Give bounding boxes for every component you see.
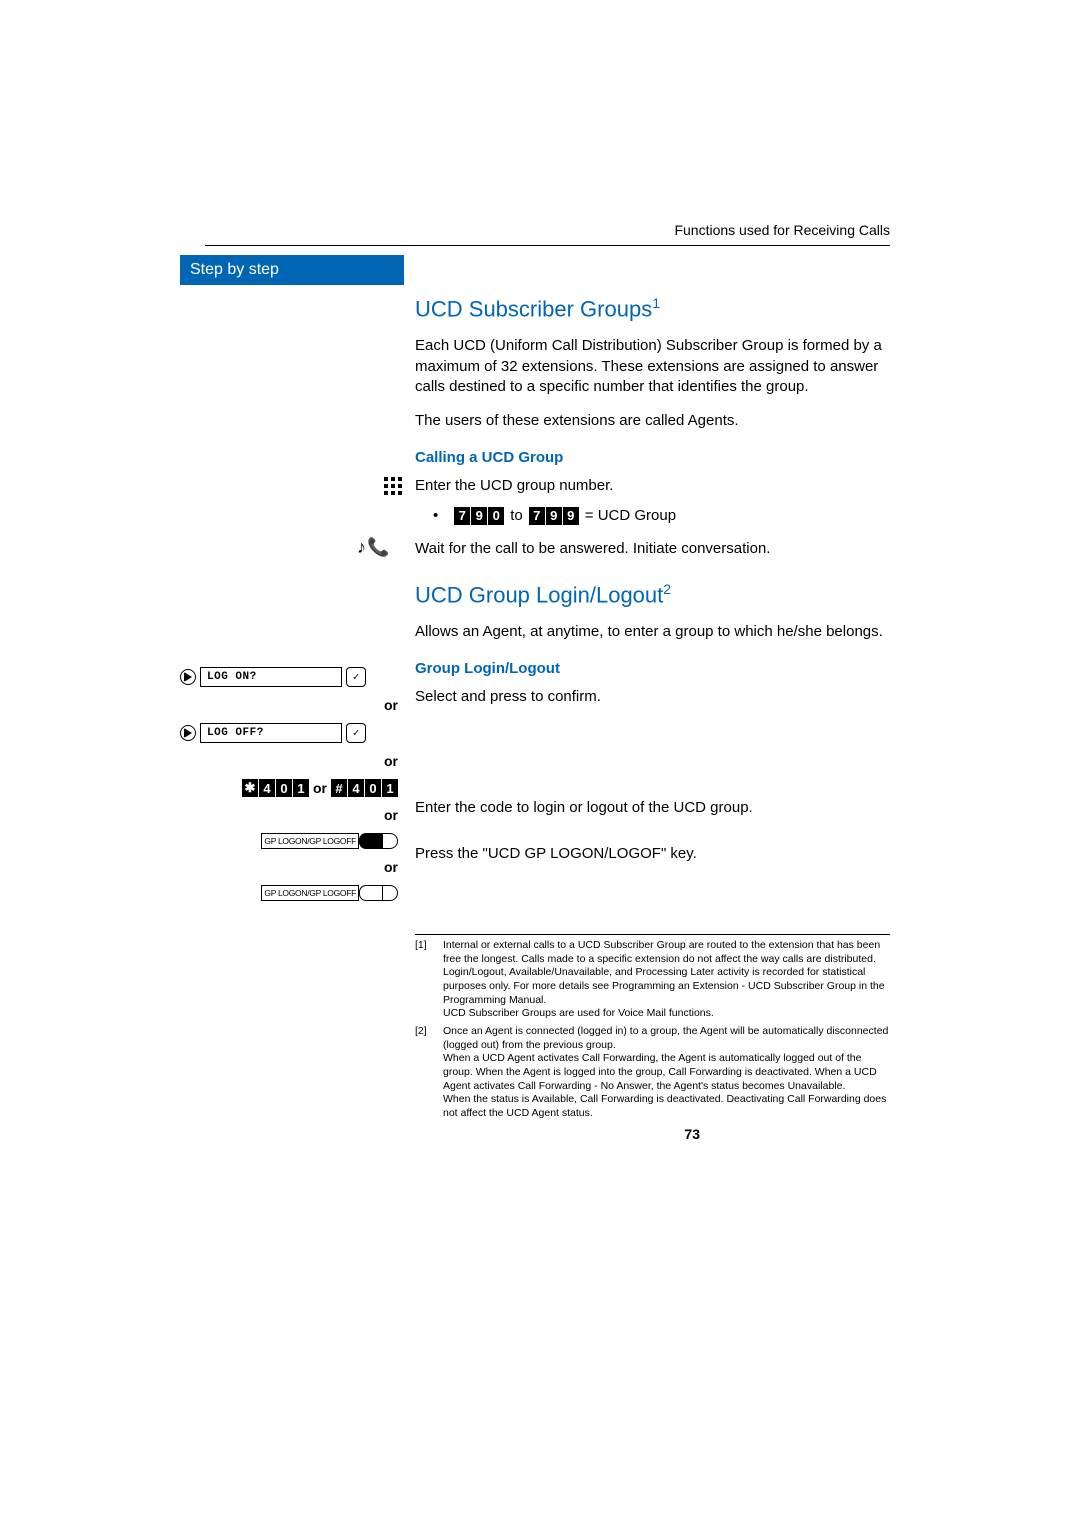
- or-label-2: or: [180, 753, 404, 769]
- running-header: Functions used for Receiving Calls: [674, 222, 890, 238]
- footnotes: [1] Internal or external calls to a UCD …: [415, 934, 890, 1120]
- heading-login-logout: UCD Group Login/Logout2: [415, 581, 890, 608]
- led-on-icon: [359, 833, 383, 849]
- para-agents: The users of these extensions are called…: [415, 411, 890, 431]
- footnote-2: [2] Once an Agent is connected (logged i…: [415, 1025, 890, 1120]
- key-label: GP LOGON/GP LOGOFF: [261, 885, 359, 901]
- range-to: 7 9 9: [529, 507, 579, 525]
- range-to-label: to: [510, 507, 523, 524]
- document-page: Functions used for Receiving Calls Step …: [0, 0, 1080, 220]
- ucd-range-line: 7 9 0 to 7 9 9 = UCD Group: [433, 507, 890, 525]
- display-text-log-off: LOG OFF?: [200, 723, 342, 743]
- play-icon: [180, 669, 196, 685]
- check-icon: ✓: [346, 667, 366, 687]
- range-eq: = UCD Group: [585, 507, 676, 524]
- or-label-4: or: [180, 859, 404, 875]
- footnote-1: [1] Internal or external calls to a UCD …: [415, 939, 890, 1021]
- led-off-icon: [359, 885, 383, 901]
- play-icon: [180, 725, 196, 741]
- display-log-off: LOG OFF? ✓: [180, 723, 404, 743]
- para-intro: Each UCD (Uniform Call Distribution) Sub…: [415, 336, 890, 397]
- subheading-calling: Calling a UCD Group: [415, 449, 890, 466]
- text-enter-number: Enter the UCD group number.: [415, 476, 613, 496]
- check-icon: ✓: [346, 723, 366, 743]
- display-text-log-on: LOG ON?: [200, 667, 342, 687]
- code-star: ✱ 4 0 1: [242, 779, 309, 797]
- text-wait: Wait for the call to be answered. Initia…: [415, 539, 770, 559]
- text-select-confirm: Select and press to confirm.: [415, 687, 890, 707]
- key-label: GP LOGON/GP LOGOFF: [261, 833, 359, 849]
- heading-ucd-groups: UCD Subscriber Groups1: [415, 295, 890, 322]
- or-label-1: or: [180, 697, 404, 713]
- row-enter-number: Enter the UCD group number.: [415, 476, 890, 496]
- handset-icon: 📞: [367, 537, 389, 558]
- page-number: 73: [684, 1126, 700, 1142]
- code-hash: # 4 0 1: [331, 779, 398, 797]
- programmable-key-on: GP LOGON/GP LOGOFF: [180, 833, 404, 849]
- para-login-desc: Allows an Agent, at anytime, to enter a …: [415, 622, 890, 642]
- tone-handset-icon: ♪ 📞: [357, 537, 389, 558]
- display-log-on: LOG ON? ✓: [180, 667, 404, 687]
- subheading-login-logout: Group Login/Logout: [415, 660, 890, 677]
- row-wait-answer: ♪ 📞 Wait for the call to be answered. In…: [415, 539, 890, 559]
- dial-code-row: ✱ 4 0 1 or # 4 0 1: [180, 779, 404, 797]
- key-button-icon: [383, 885, 398, 901]
- keypad-icon: [383, 476, 403, 501]
- main-content: UCD Subscriber Groups1 Each UCD (Uniform…: [415, 255, 890, 1124]
- range-from: 7 9 0: [454, 507, 504, 525]
- key-button-icon: [383, 833, 398, 849]
- header-rule: [205, 245, 890, 246]
- text-press-key: Press the "UCD GP LOGON/LOGOF" key.: [415, 844, 890, 864]
- step-sidebar: Step by step LOG ON? ✓ or LOG OFF? ✓ or …: [180, 255, 404, 901]
- programmable-key-off: GP LOGON/GP LOGOFF: [180, 885, 404, 901]
- text-enter-code: Enter the code to login or logout of the…: [415, 798, 890, 818]
- code-or: or: [313, 780, 327, 796]
- music-note-icon: ♪: [357, 537, 366, 558]
- or-label-3: or: [180, 807, 404, 823]
- step-header: Step by step: [180, 255, 404, 285]
